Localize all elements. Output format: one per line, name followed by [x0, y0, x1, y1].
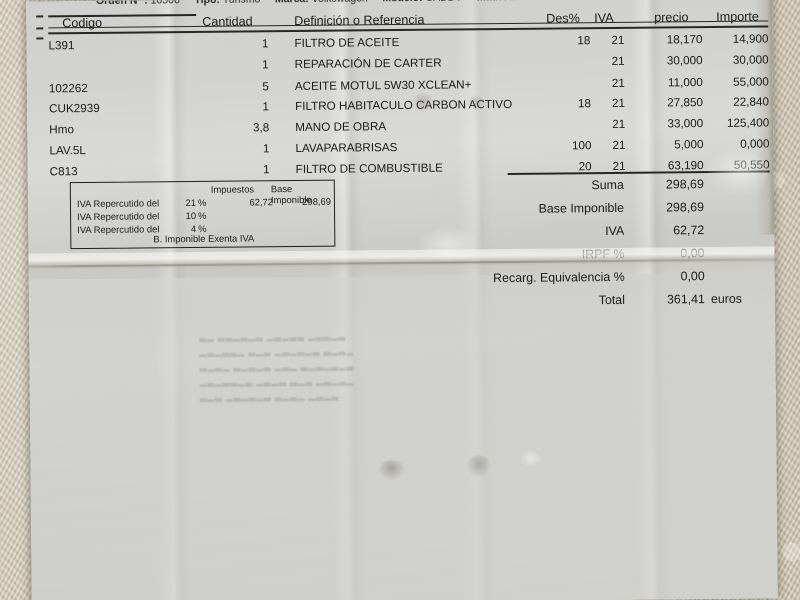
cell-cantidad: 5 — [262, 80, 269, 94]
taxbox-row-impuestos — [211, 209, 273, 210]
cell-importe: 22,840 — [733, 95, 770, 109]
cell-precio: 30,000 — [666, 54, 703, 68]
vehicle-field-label: Orden Nº : — [95, 0, 148, 8]
totals-label: IVA — [605, 223, 625, 239]
taxbox-row-base: 298,69 — [302, 195, 331, 207]
totals-row: Total 361,41 euros — [429, 287, 775, 312]
cell-codigo: L391 — [48, 39, 75, 53]
totals-value: 62,72 — [673, 223, 705, 238]
cell-cantidad: 3,8 — [252, 121, 270, 135]
cell-cantidad: 1 — [262, 58, 269, 72]
cell-importe: 30,000 — [732, 53, 769, 67]
vehicle-header-line: Orden Nº : 16506 Tipo: Turismo Marca: Vo… — [96, 0, 716, 7]
vehicle-field-value: 5200KFZ — [529, 0, 572, 3]
taxbox-row-impuestos: 62,72 — [249, 196, 274, 208]
vehicle-field-value: 16506 — [150, 0, 180, 7]
taxbox-row-pct-sign: % — [198, 209, 207, 221]
cell-codigo: C813 — [49, 165, 78, 179]
cell-codigo: 102262 — [48, 81, 88, 96]
taxbox-row-impuestos — [211, 222, 273, 223]
vehicle-field-label: Modelo: — [382, 0, 422, 4]
cell-importe: 125,400 — [726, 116, 770, 130]
vehicle-field-value: Turismo — [223, 0, 261, 6]
vehicle-field-label: Marca: — [275, 0, 309, 5]
totals-row: IVA 62,72 — [428, 218, 774, 243]
taxbox-row-label: IVA Repercutido del — [77, 210, 160, 223]
totals-row: Suma 298,69 — [428, 172, 774, 197]
cell-iva: 21 — [612, 138, 626, 152]
taxbox-exempt-label: B. Imponible Exenta IVA — [153, 232, 255, 245]
cell-importe: 14,900 — [732, 32, 769, 46]
cell-cantidad: 1 — [262, 142, 270, 156]
cell-precio: 27,850 — [667, 96, 704, 110]
cell-descuento: 18 — [577, 97, 592, 111]
taxbox-row-base — [277, 209, 331, 210]
cell-precio: 18,170 — [666, 33, 703, 47]
vehicle-field-value: Volkswagen — [312, 0, 368, 5]
taxbox-row-pct-sign: % — [197, 196, 207, 208]
cell-cantidad: 1 — [261, 37, 269, 51]
vehicle-field-value: CADDY — [425, 0, 462, 4]
taxbox-row-base — [277, 222, 331, 223]
taxbox-header-impuestos: Impuestos — [210, 183, 255, 195]
cell-iva: 21 — [612, 117, 626, 131]
totals-value: 298,69 — [665, 177, 704, 192]
cell-importe: 0,000 — [740, 137, 770, 151]
cell-codigo: Hmo — [49, 123, 74, 137]
cell-definicion: REPARACIÓN DE CARTER — [294, 56, 442, 72]
reverse-show-through: ▃▂ ▃▃▂▃▂▃ ▂▃▂▃▃ ▂▃▃▂▃ ▂▃▂▃▃▂ ▃▂▃ ▂▃▂▃▂▃ … — [199, 330, 355, 402]
vehicle-field-label: Tipo: — [194, 0, 220, 6]
cell-codigo: LAV.5L — [49, 144, 86, 158]
cell-precio: 11,000 — [667, 76, 703, 90]
taxbox-row-rate: 21 — [185, 196, 197, 209]
totals-row: Base Imponible 298,69 — [428, 195, 774, 220]
cell-codigo: CUK2939 — [48, 101, 100, 116]
invoice-paper-sheet: Orden Nº : 16506 Tipo: Turismo Marca: Vo… — [26, 0, 778, 600]
invoice-content: Orden Nº : 16506 Tipo: Turismo Marca: Vo… — [26, 0, 772, 307]
totals-value: 361,41 — [666, 292, 705, 307]
totals-value: 298,69 — [666, 200, 705, 215]
tax-summary-box: Impuestos Base Imponible IVA Repercutido… — [69, 179, 336, 250]
cell-cantidad: 1 — [262, 100, 270, 114]
cell-definicion: FILTRO DE ACEITE — [294, 35, 400, 51]
totals-label: Total — [598, 292, 625, 308]
cell-iva: 21 — [611, 33, 625, 47]
cell-precio: 33,000 — [667, 117, 704, 131]
cell-definicion: MANO DE OBRA — [295, 120, 387, 135]
taxbox-row-rate: 10 — [185, 209, 197, 222]
cell-iva: 21 — [611, 54, 625, 68]
cell-definicion: LAVAPARABRISAS — [295, 141, 398, 156]
cell-cantidad: 1 — [263, 163, 270, 177]
totals-currency: euros — [710, 291, 742, 307]
cell-precio: 5,000 — [674, 138, 704, 152]
cell-definicion: FILTRO HABITACULO CARBON ACTIVO — [294, 97, 513, 114]
cell-importe: 55,000 — [733, 75, 769, 89]
cell-descuento: 18 — [577, 34, 591, 48]
cell-iva: 21 — [611, 96, 626, 110]
totals-label: Base Imponible — [538, 200, 625, 216]
cell-definicion: FILTRO DE COMBUSTIBLE — [295, 161, 443, 176]
cell-iva: 21 — [611, 76, 625, 90]
cell-descuento: 100 — [571, 139, 592, 153]
taxbox-row-label: IVA Repercutido del — [76, 197, 160, 210]
vehicle-field-label: Matrícula: — [477, 0, 527, 4]
totals-label: Suma — [591, 177, 624, 193]
